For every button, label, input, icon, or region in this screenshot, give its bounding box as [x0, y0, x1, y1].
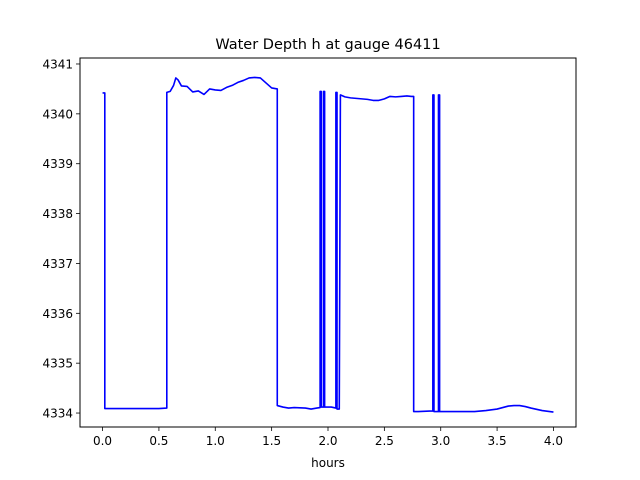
y-tick-label: 4339 — [42, 157, 73, 171]
x-tick-label: 1.0 — [206, 434, 225, 448]
x-tick-label: 0.5 — [149, 434, 168, 448]
x-tick-label: 4.0 — [544, 434, 563, 448]
x-tick-label: 3.5 — [488, 434, 507, 448]
y-tick-label: 4334 — [42, 407, 73, 421]
x-axis-label: hours — [311, 456, 345, 470]
y-tick-label: 4335 — [42, 357, 73, 371]
x-tick-label: 2.5 — [375, 434, 394, 448]
x-tick-label: 2.0 — [318, 434, 337, 448]
x-tick-label: 1.5 — [262, 434, 281, 448]
y-tick-label: 4341 — [42, 57, 73, 71]
y-axis: 4334 4335 4336 4337 4338 4339 4340 4341 — [42, 57, 80, 421]
x-axis: 0.0 0.5 1.0 1.5 2.0 2.5 3.0 3.5 4.0 — [93, 427, 563, 448]
y-tick-label: 4336 — [42, 307, 73, 321]
x-tick-label: 0.0 — [93, 434, 112, 448]
y-tick-label: 4338 — [42, 207, 73, 221]
plot-area — [102, 76, 554, 413]
chart-title: Water Depth h at gauge 46411 — [215, 37, 440, 53]
series-line — [102, 76, 554, 413]
y-tick-label: 4340 — [42, 107, 73, 121]
y-tick-label: 4337 — [42, 257, 73, 271]
axes-frame — [79, 57, 577, 428]
x-tick-label: 3.0 — [431, 434, 450, 448]
